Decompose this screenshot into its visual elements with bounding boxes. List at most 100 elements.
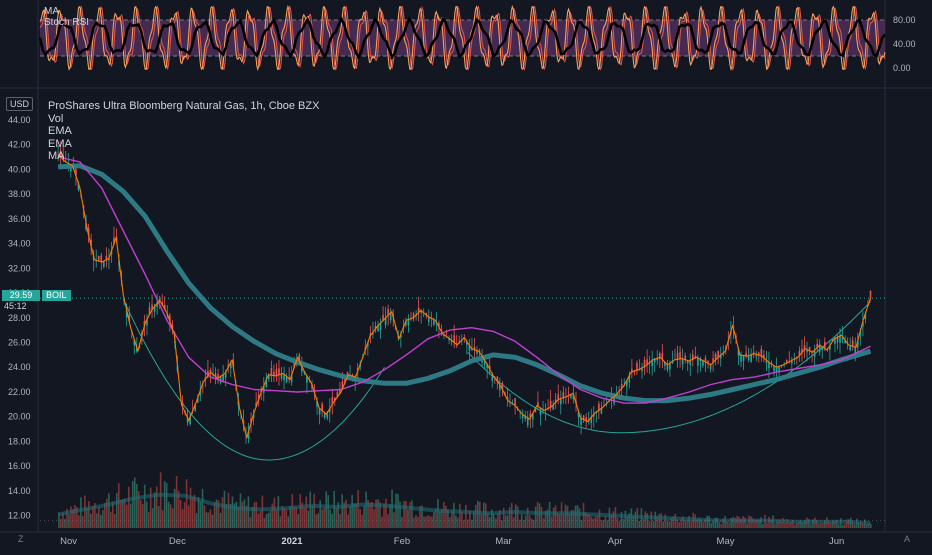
volume-bar: [518, 519, 521, 528]
volume-bar: [305, 496, 308, 528]
volume-bar: [199, 501, 202, 528]
volume-bar: [482, 502, 485, 528]
volume-bar: [265, 514, 268, 528]
volume-bar: [459, 503, 461, 528]
volume-bar: [229, 503, 232, 528]
volume-bar: [752, 518, 754, 528]
volume-bar: [668, 521, 671, 528]
volume-bar: [423, 516, 425, 528]
candle-body: [740, 355, 742, 362]
volume-bar: [722, 518, 724, 528]
candle-body: [270, 367, 273, 376]
candle-body: [250, 418, 252, 423]
candle-body: [697, 358, 699, 366]
volume-bar: [339, 513, 341, 528]
cup-curve-1: [122, 298, 385, 461]
volume-bar: [564, 504, 567, 528]
volume-bar: [369, 502, 371, 528]
volume-bar: [215, 499, 218, 528]
volume-bar: [710, 523, 712, 528]
volume-bar: [291, 494, 294, 528]
volume-bar: [325, 491, 328, 528]
candle-body: [290, 375, 293, 383]
volume-bar: [381, 516, 383, 528]
candle-body: [199, 390, 202, 396]
volume-bar: [355, 503, 357, 528]
volume-bar: [237, 506, 240, 528]
volume-bar: [666, 520, 669, 528]
volume-bar: [443, 502, 445, 528]
time-tick-label: Apr: [608, 536, 623, 547]
volume-bar: [457, 517, 459, 528]
volume-bar: [64, 519, 66, 528]
volume-bar: [303, 507, 306, 528]
price-line: [57, 154, 872, 439]
candle-body: [488, 365, 491, 370]
candle-body: [222, 374, 224, 382]
chart-title: ProShares Ultra Bloomberg Natural Gas, 1…: [48, 100, 320, 112]
volume-bar: [201, 488, 204, 528]
volume-bar: [391, 489, 393, 528]
volume-bar: [287, 516, 290, 528]
candle-body: [747, 355, 750, 360]
candle-body: [671, 361, 674, 364]
candle-body: [658, 353, 661, 358]
volume-bar: [556, 513, 559, 528]
volume-bar: [686, 519, 689, 528]
volume-bar: [502, 507, 505, 528]
stoch-rsi-d-line: [39, 4, 886, 72]
candle-body: [841, 336, 844, 340]
volume-bar: [283, 507, 286, 528]
volume-bar: [514, 504, 517, 528]
candle-body: [293, 363, 296, 368]
volume-bar: [857, 522, 860, 528]
volume-bar: [313, 493, 316, 528]
volume-bar: [197, 497, 200, 528]
volume-bar: [66, 508, 68, 528]
volume-bar: [656, 516, 659, 528]
volume-bar: [670, 517, 673, 528]
volume-bar: [600, 520, 603, 528]
volume-bar: [853, 524, 856, 528]
volume-bar: [139, 499, 142, 528]
candle-body: [768, 362, 770, 369]
candle-body: [806, 349, 808, 353]
volume-bar: [598, 509, 601, 528]
candle-body: [549, 400, 552, 408]
auto-scale-button[interactable]: A: [903, 534, 910, 544]
zoom-button[interactable]: Z: [18, 534, 24, 544]
volume-bar: [698, 517, 701, 528]
volume-bar: [153, 492, 156, 528]
volume-bar: [628, 513, 631, 528]
candle-body: [829, 345, 831, 350]
volume-bar: [550, 516, 553, 528]
currency-badge[interactable]: USD: [6, 97, 34, 111]
price-tick-label: 40.00: [8, 164, 31, 174]
volume-bar: [191, 497, 194, 528]
volume-ma-line: [57, 492, 871, 526]
candle-body: [717, 350, 719, 358]
candle-body: [468, 345, 471, 352]
volume-bar: [746, 523, 748, 528]
volume-bar: [662, 521, 665, 528]
candle-body: [862, 321, 864, 327]
volume-bar: [500, 520, 503, 528]
volume-bar: [113, 514, 116, 528]
volume-bar: [594, 516, 597, 528]
candle-body: [156, 303, 158, 308]
volume-bar: [690, 521, 693, 528]
candle-body: [275, 369, 278, 376]
volume-bar: [72, 509, 74, 528]
volume-bar: [610, 515, 613, 528]
volume-bar: [171, 508, 174, 528]
volume-bar: [301, 502, 304, 528]
candle-body: [620, 384, 623, 389]
volume-bar: [321, 509, 324, 528]
volume-bar: [277, 495, 280, 528]
volume-bar: [865, 524, 868, 528]
candle-body: [496, 376, 499, 382]
volume-bar: [546, 509, 549, 528]
volume-bar: [451, 510, 453, 528]
